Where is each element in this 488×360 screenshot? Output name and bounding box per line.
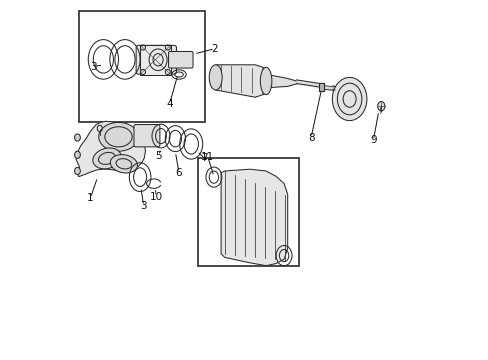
Text: 3: 3 xyxy=(140,201,147,211)
Bar xyxy=(197,158,298,266)
Ellipse shape xyxy=(93,148,121,169)
FancyBboxPatch shape xyxy=(134,125,160,147)
Ellipse shape xyxy=(332,77,366,121)
Text: 1: 1 xyxy=(87,193,94,203)
Bar xyxy=(140,45,170,75)
Text: 3: 3 xyxy=(90,62,97,72)
Text: 9: 9 xyxy=(369,135,376,145)
Text: 10: 10 xyxy=(149,192,163,202)
Polygon shape xyxy=(221,169,287,266)
Text: 5: 5 xyxy=(155,150,162,161)
Polygon shape xyxy=(215,65,265,97)
Text: 11: 11 xyxy=(201,152,214,162)
Text: 8: 8 xyxy=(307,132,314,143)
Polygon shape xyxy=(76,121,145,176)
Text: 7: 7 xyxy=(201,153,208,163)
Ellipse shape xyxy=(209,65,222,90)
Ellipse shape xyxy=(75,167,80,175)
Polygon shape xyxy=(265,74,297,88)
Ellipse shape xyxy=(110,155,137,173)
Text: 2: 2 xyxy=(211,44,218,54)
Ellipse shape xyxy=(377,102,384,111)
Bar xyxy=(79,11,204,122)
Ellipse shape xyxy=(75,134,80,141)
Ellipse shape xyxy=(260,67,271,95)
Text: 4: 4 xyxy=(166,99,173,109)
Text: 6: 6 xyxy=(175,168,182,178)
Ellipse shape xyxy=(99,122,138,151)
Ellipse shape xyxy=(75,151,80,158)
FancyBboxPatch shape xyxy=(168,51,193,68)
FancyBboxPatch shape xyxy=(136,45,176,74)
